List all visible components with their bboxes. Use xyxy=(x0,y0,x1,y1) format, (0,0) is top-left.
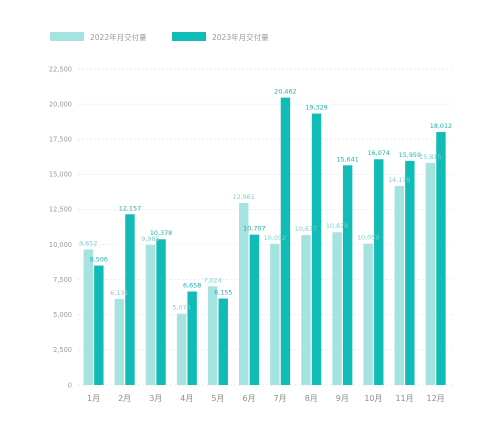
y-tick-label: 5,000 xyxy=(53,311,72,319)
data-label-2022-5: 7,024 xyxy=(204,276,222,284)
legend: 2022年月交付量 2023年月交付量 xyxy=(50,32,269,42)
data-label-2022-7: 10,052 xyxy=(264,234,286,242)
bar-2022-1 xyxy=(83,249,93,385)
data-label-2023-8: 19,329 xyxy=(305,104,327,112)
y-tick-label: 0 xyxy=(68,381,72,389)
data-label-2022-1: 9,652 xyxy=(79,239,97,247)
x-tick-label: 2月 xyxy=(118,394,131,403)
x-tick-label: 1月 xyxy=(87,394,100,403)
x-axis: 1月 2月 3月 4月 5月 6月 7月 8月 9月 10月 11月 12月 xyxy=(87,394,445,403)
bar-2023-1 xyxy=(94,265,104,385)
y-tick-label: 22,500 xyxy=(49,65,72,73)
x-tick-label: 8月 xyxy=(305,394,318,403)
legend-swatch-2022 xyxy=(50,32,84,41)
legend-label-2022: 2022年月交付量 xyxy=(90,32,147,42)
data-label-2023-4: 6,658 xyxy=(183,281,201,289)
bar-2022-4 xyxy=(176,313,187,385)
y-tick-label: 20,000 xyxy=(49,100,72,108)
bar-2022-2 xyxy=(114,298,125,385)
data-label-2022-6: 12,961 xyxy=(233,193,255,201)
data-label-2022-9: 10,878 xyxy=(326,222,348,230)
bar-2023-2 xyxy=(125,214,135,385)
data-label-2023-6: 10,707 xyxy=(243,225,265,233)
y-tick-label: 15,000 xyxy=(49,171,72,179)
bar-2022-3 xyxy=(145,244,156,385)
legend-swatch-2023 xyxy=(172,32,206,41)
bar-2022-8 xyxy=(301,235,311,385)
x-tick-label: 11月 xyxy=(395,394,413,403)
bar-2023-12 xyxy=(436,132,446,385)
bar-2023-7 xyxy=(280,97,291,385)
bar-2023-3 xyxy=(156,239,166,385)
data-label-2022-3: 9,985 xyxy=(141,235,159,243)
y-tick-label: 17,500 xyxy=(49,136,72,144)
bar-2023-5 xyxy=(218,298,228,385)
data-label-2023-10: 16,074 xyxy=(368,149,390,157)
bar-2022-12 xyxy=(425,162,436,385)
x-tick-label: 12月 xyxy=(427,394,445,403)
bars xyxy=(83,97,446,385)
x-tick-label: 10月 xyxy=(364,394,382,403)
data-label-2023-9: 15,641 xyxy=(336,155,358,163)
x-tick-label: 5月 xyxy=(211,394,224,403)
data-label-2023-3: 10,378 xyxy=(150,229,172,237)
data-label-2023-7: 20,462 xyxy=(274,88,296,96)
bar-2023-10 xyxy=(374,159,384,385)
data-label-2022-4: 5,074 xyxy=(172,304,190,312)
bar-2022-6 xyxy=(239,202,249,385)
bar-2022-7 xyxy=(270,243,280,385)
y-axis: 0 2,500 5,000 7,500 10,000 12,500 15,000 17,500… xyxy=(49,65,72,389)
y-tick-label: 2,500 xyxy=(53,346,72,354)
bar-2023-6 xyxy=(249,234,260,385)
data-label-2023-5: 6,155 xyxy=(214,289,232,297)
bar-2023-11 xyxy=(405,160,415,385)
data-label-2022-10: 10,059 xyxy=(357,234,379,242)
data-label-2023-1: 8,506 xyxy=(90,256,108,264)
data-label-2022-2: 6,131 xyxy=(110,289,128,297)
data-label-2023-2: 12,157 xyxy=(119,204,141,212)
legend-label-2023: 2023年月交付量 xyxy=(212,32,269,42)
bar-2022-10 xyxy=(363,243,373,385)
data-label-2023-12: 18,012 xyxy=(430,122,452,130)
y-tick-label: 10,000 xyxy=(49,241,72,249)
x-tick-label: 4月 xyxy=(180,394,193,403)
bar-2023-8 xyxy=(311,113,322,385)
y-tick-label: 7,500 xyxy=(53,276,72,284)
data-label-2022-8: 10,677 xyxy=(295,225,317,233)
data-label-2023-11: 15,959 xyxy=(399,151,421,159)
data-label-2022-12: 15,815 xyxy=(419,153,441,161)
bar-2022-5 xyxy=(207,286,218,385)
bar-2022-11 xyxy=(394,185,404,385)
x-tick-label: 7月 xyxy=(274,394,287,403)
x-tick-label: 3月 xyxy=(149,394,162,403)
x-tick-label: 9月 xyxy=(336,394,349,403)
data-label-2022-11: 14,178 xyxy=(388,176,410,184)
x-tick-label: 6月 xyxy=(243,394,256,403)
bar-2023-4 xyxy=(187,291,197,385)
y-tick-label: 12,500 xyxy=(49,206,72,214)
bar-2023-9 xyxy=(342,165,353,385)
bar-2022-9 xyxy=(332,232,342,385)
